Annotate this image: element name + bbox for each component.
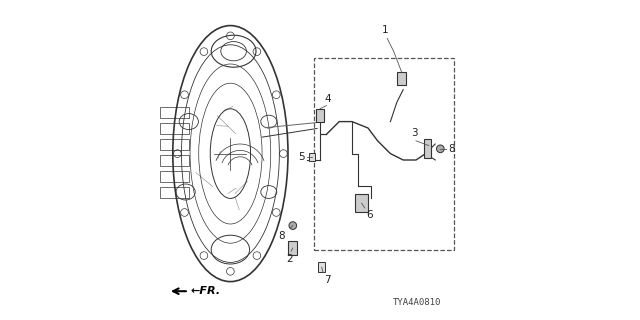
Text: 8: 8 (448, 144, 454, 154)
Bar (288, 241, 297, 255)
Bar (397, 72, 406, 85)
Circle shape (436, 145, 444, 153)
Text: 1: 1 (382, 25, 389, 35)
Text: TYA4A0810: TYA4A0810 (393, 298, 442, 307)
Bar (160, 171, 189, 182)
Text: 5: 5 (298, 152, 305, 162)
Bar (355, 195, 368, 212)
Text: 6: 6 (366, 210, 373, 220)
Circle shape (289, 222, 296, 229)
Text: 7: 7 (324, 275, 331, 285)
Bar (316, 109, 324, 122)
Bar (160, 123, 189, 134)
Bar (424, 139, 431, 158)
Bar (160, 187, 189, 198)
Bar (309, 153, 315, 161)
Bar (160, 139, 189, 150)
Text: 8: 8 (278, 231, 285, 241)
Text: 4: 4 (324, 94, 332, 104)
Bar (160, 155, 189, 166)
Bar (160, 107, 189, 118)
Text: 3: 3 (411, 128, 418, 138)
Bar (318, 262, 325, 272)
Text: ←FR.: ←FR. (191, 286, 221, 296)
Text: 2: 2 (286, 254, 293, 264)
